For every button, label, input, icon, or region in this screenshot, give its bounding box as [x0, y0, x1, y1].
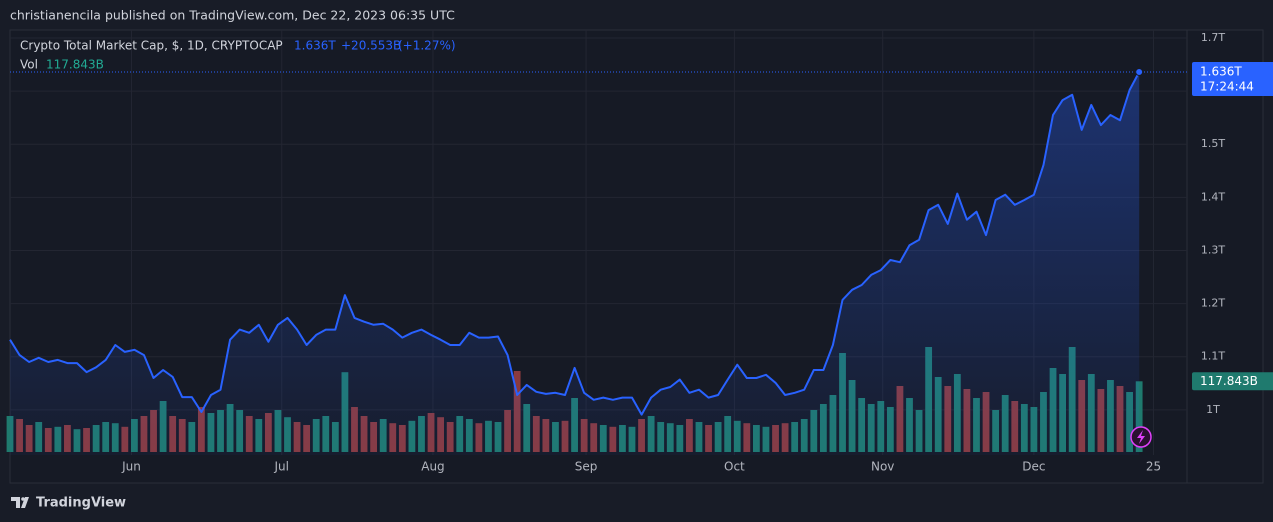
change-percent: (+1.27%) — [398, 39, 456, 53]
volume-title: Vol — [20, 58, 38, 72]
footer-brand: TradingView — [36, 496, 126, 511]
volume-axis-label: 117.843B — [1200, 374, 1258, 388]
y-tick-label: 1.3T — [1201, 243, 1225, 256]
volume-label-box — [1192, 372, 1273, 391]
last-price-label: 1.636T — [1200, 64, 1242, 78]
last-price: 1.636T — [294, 39, 336, 53]
logo — [11, 497, 29, 508]
axes: 1T1.1T1.2T1.3T1.4T1.5T1.6T1.7TJunJulAugS… — [121, 31, 1273, 474]
price-line — [9, 71, 1141, 416]
alert-icon[interactable] — [1130, 426, 1152, 448]
y-tick-label: 1.5T — [1201, 137, 1225, 150]
byline: christianencila published on TradingView… — [10, 8, 455, 23]
price-plot — [9, 67, 1187, 455]
x-tick-label: Jun — [121, 460, 141, 474]
x-tick-label: Sep — [575, 460, 598, 474]
x-tick-label: Oct — [724, 460, 745, 474]
last-price-box — [1192, 61, 1273, 96]
y-tick-label: 1.1T — [1201, 350, 1225, 363]
countdown-label: 17:24:44 — [1200, 79, 1254, 93]
x-tick-label: Jul — [274, 460, 289, 474]
chart-title: Crypto Total Market Cap, $, 1D, CRYPTOCA… — [20, 39, 283, 53]
change: +20.553B — [341, 39, 401, 53]
last-point — [1135, 67, 1144, 76]
x-tick-label: Nov — [871, 460, 894, 474]
price-area — [10, 72, 1140, 455]
y-tick-label: 1T — [1206, 403, 1220, 416]
volume-value: 117.843B — [46, 58, 104, 72]
x-tick-label: 25 — [1146, 460, 1161, 474]
y-tick-label: 1.7T — [1201, 31, 1225, 44]
x-tick-label: Aug — [421, 460, 444, 474]
y-tick-label: 1.4T — [1201, 190, 1225, 203]
y-tick-label: 1.2T — [1201, 297, 1225, 310]
x-tick-label: Dec — [1022, 460, 1045, 474]
